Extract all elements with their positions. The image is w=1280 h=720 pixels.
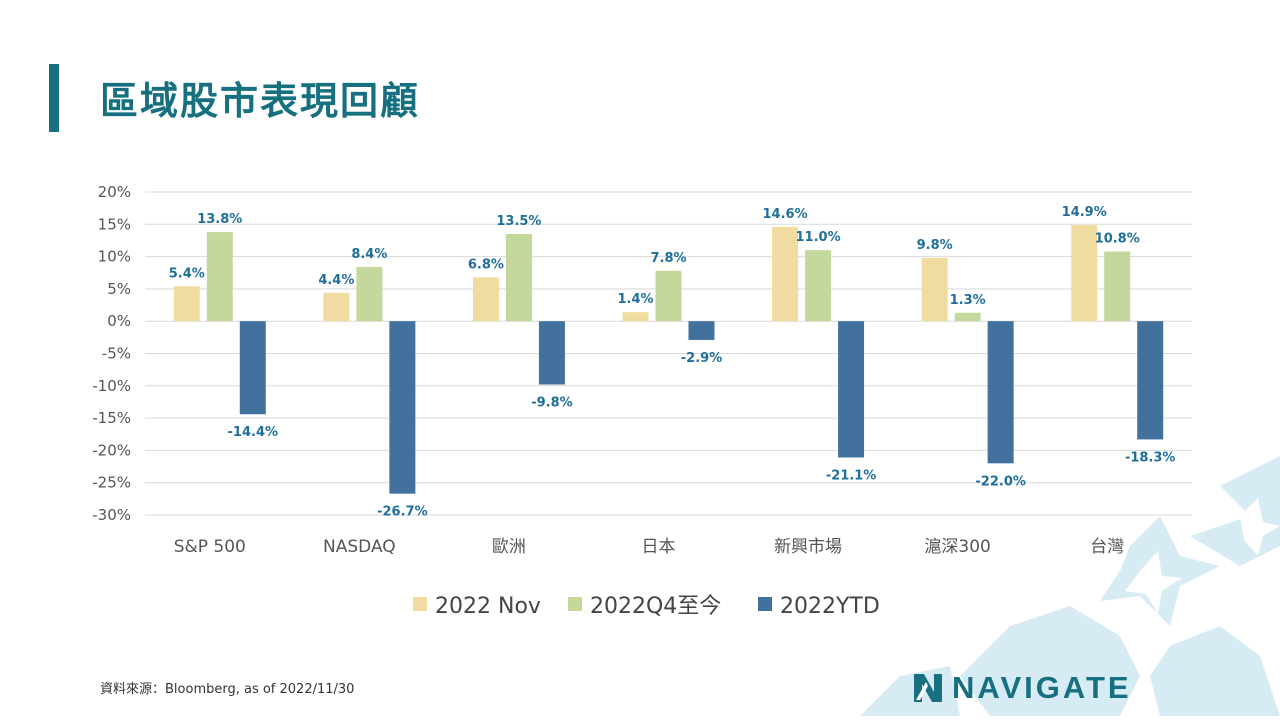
x-tick-label: 日本	[642, 537, 676, 557]
bar	[323, 292, 350, 322]
y-tick-label: -20%	[92, 441, 131, 459]
legend-swatch	[758, 597, 772, 611]
x-tick-label: 台灣	[1090, 537, 1124, 557]
y-tick-label: 15%	[98, 215, 131, 233]
data-label: -21.1%	[826, 469, 877, 484]
y-tick-label: -30%	[92, 506, 131, 524]
data-label: 14.6%	[763, 207, 808, 222]
data-label: -22.0%	[975, 474, 1026, 489]
bar	[472, 277, 499, 322]
x-tick-label: NASDAQ	[323, 537, 396, 557]
source-note: 資料來源：Bloomberg, as of 2022/11/30	[100, 682, 355, 697]
data-label: 1.4%	[617, 292, 653, 307]
data-label: 10.8%	[1095, 231, 1140, 246]
data-label: 5.4%	[169, 266, 205, 281]
y-tick-label: 5%	[107, 280, 131, 298]
legend-label: 2022YTD	[780, 594, 880, 619]
x-tick-label: 滬深300	[924, 537, 990, 557]
data-label: 14.9%	[1062, 205, 1107, 220]
y-tick-label: -25%	[92, 474, 131, 492]
bar	[622, 312, 649, 322]
data-label: 6.8%	[468, 257, 504, 272]
data-label: 9.8%	[917, 238, 953, 253]
bar	[206, 232, 233, 322]
data-label: -9.8%	[531, 396, 572, 411]
bar-chart: 20% 15% 10% 5% 0% -5% -10% -15% -20% -25% -30% 5.4%…	[92, 183, 1192, 619]
legend-label: 2022 Nov	[435, 594, 541, 619]
x-tick-label: S&P 500	[174, 537, 246, 557]
data-label: -26.7%	[377, 505, 428, 520]
legend-swatch	[568, 597, 582, 611]
bar	[838, 321, 865, 458]
y-tick-label: -10%	[92, 377, 131, 395]
data-label: 7.8%	[650, 251, 686, 266]
x-tick-label: 歐洲	[492, 537, 526, 557]
y-tick-label: 10%	[98, 248, 131, 266]
bar	[772, 226, 799, 322]
bar	[173, 286, 200, 322]
bar	[1071, 224, 1098, 322]
x-tick-label: 新興市場	[774, 537, 842, 557]
legend-label: 2022Q4至今	[590, 594, 721, 619]
legend-swatch	[413, 597, 427, 611]
bar	[954, 312, 981, 322]
data-label: -18.3%	[1125, 450, 1176, 465]
data-label: 8.4%	[351, 247, 387, 262]
y-tick-label: 0%	[107, 312, 131, 330]
data-label: 13.5%	[496, 214, 541, 229]
title-accent-bar	[49, 64, 59, 132]
data-label: 1.3%	[950, 293, 986, 308]
page-title: 區域股市表現回顧	[100, 79, 421, 123]
bar	[389, 321, 416, 494]
data-label: 13.8%	[197, 212, 242, 227]
logo-text: NAVIGATE	[952, 670, 1132, 705]
bar	[538, 321, 565, 385]
navigate-logo: NAVIGATE	[912, 668, 1132, 708]
y-tick-label: -5%	[102, 345, 131, 363]
bar	[688, 321, 715, 340]
bar	[356, 266, 383, 322]
data-label: 4.4%	[318, 273, 354, 288]
y-tick-label: -15%	[92, 409, 131, 427]
bar	[655, 270, 682, 322]
bar	[505, 233, 532, 322]
bar	[239, 321, 266, 415]
y-tick-label: 20%	[98, 183, 131, 201]
bar	[1137, 321, 1164, 440]
bar	[805, 250, 832, 322]
data-label: 11.0%	[796, 230, 841, 245]
data-label: -14.4%	[228, 425, 279, 440]
navigate-logo-icon	[914, 674, 942, 702]
data-label: -2.9%	[681, 351, 722, 366]
bar	[921, 257, 948, 322]
bar	[1104, 251, 1131, 322]
bar	[987, 321, 1014, 464]
